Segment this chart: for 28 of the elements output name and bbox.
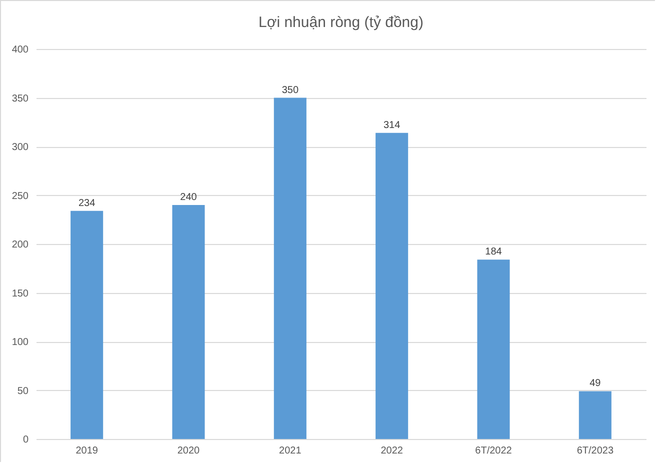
- bar: [578, 391, 612, 439]
- bar: [477, 260, 510, 439]
- data-label: 234: [78, 198, 96, 209]
- x-tick-label: 6T/2023: [576, 446, 614, 456]
- y-tick-label: 300: [12, 142, 29, 153]
- y-tick-label: 100: [12, 337, 29, 348]
- y-tick-label: 200: [12, 240, 29, 250]
- y-tick-label: 250: [12, 190, 29, 202]
- y-tick-label: 0: [22, 434, 29, 446]
- data-label: 49: [590, 378, 602, 390]
- data-label: 314: [383, 120, 401, 131]
- data-label: 184: [485, 246, 502, 258]
- y-tick-label: 50: [17, 386, 29, 397]
- bar: [376, 132, 408, 439]
- x-tick-label: 2021: [279, 446, 302, 456]
- data-label: 240: [180, 192, 198, 203]
- bar: [172, 205, 205, 439]
- x-tick-label: 2019: [76, 446, 98, 456]
- bar: [274, 98, 306, 439]
- x-tick-label: 2022: [380, 446, 404, 456]
- chart-title: Lợi nhuận ròng (tỷ đồng): [258, 14, 424, 31]
- bar: [70, 210, 104, 439]
- y-tick-label: 350: [12, 93, 29, 104]
- x-tick-label: 2020: [177, 446, 200, 456]
- x-tick-label: 6T/2022: [475, 446, 512, 456]
- data-label: 350: [282, 84, 299, 96]
- y-tick-label: 150: [12, 288, 29, 300]
- y-tick-label: 400: [12, 44, 29, 56]
